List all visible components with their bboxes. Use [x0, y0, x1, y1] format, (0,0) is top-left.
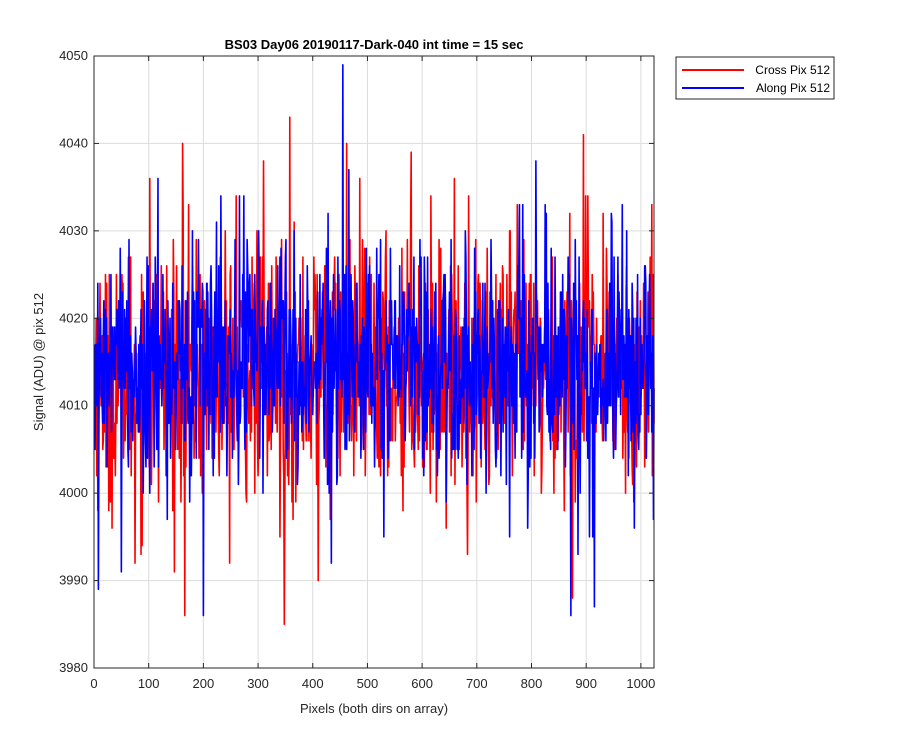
- y-tick-label: 3980: [59, 660, 88, 675]
- x-tick-label: 100: [138, 676, 160, 691]
- x-tick-label: 700: [466, 676, 488, 691]
- x-tick-label: 300: [247, 676, 269, 691]
- legend-label-along: Along Pix 512: [756, 81, 830, 95]
- y-tick-label: 3990: [59, 573, 88, 588]
- chart-title: BS03 Day06 20190117-Dark-040 int time = …: [225, 37, 524, 52]
- y-tick-label: 4020: [59, 310, 88, 325]
- y-tick-label: 4010: [59, 398, 88, 413]
- x-tick-label: 200: [193, 676, 215, 691]
- legend-label-cross: Cross Pix 512: [755, 63, 830, 77]
- x-tick-label: 800: [521, 676, 543, 691]
- x-tick-label: 500: [357, 676, 379, 691]
- x-tick-label: 900: [575, 676, 597, 691]
- y-tick-label: 4050: [59, 48, 88, 63]
- plot-frame: [93, 55, 655, 669]
- legend-box: [675, 56, 835, 100]
- x-tick-label: 0: [90, 676, 97, 691]
- y-tick-label: 4040: [59, 135, 88, 150]
- y-axis-label: Signal (ADU) @ pix 512: [31, 293, 46, 431]
- x-tick-label: 400: [302, 676, 324, 691]
- series-layer: [93, 63, 655, 626]
- y-tick-label: 4030: [59, 223, 88, 238]
- series-line-along-pix-512: [93, 63, 655, 617]
- legend: Cross Pix 512 Along Pix 512: [675, 56, 835, 100]
- ticks: 0 100 200 300 400 500 600 700 800 900 1000 3980 3990…: [59, 48, 655, 691]
- y-tick-label: 4000: [59, 485, 88, 500]
- x-tick-label: 600: [411, 676, 433, 691]
- x-tick-label: 1000: [626, 676, 655, 691]
- x-axis-label: Pixels (both dirs on array): [300, 701, 448, 716]
